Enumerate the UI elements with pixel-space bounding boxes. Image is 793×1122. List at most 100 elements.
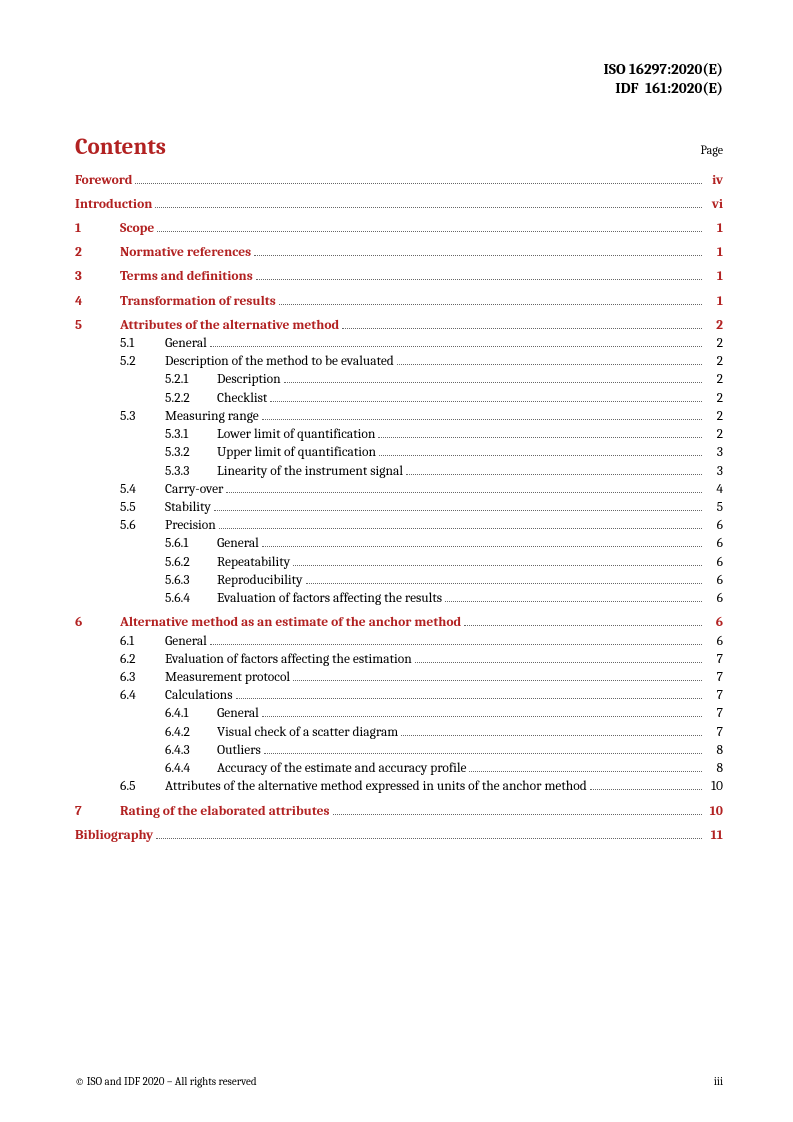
toc-entry: 5.1General 2 (75, 335, 723, 353)
toc-page: 1 (705, 220, 723, 238)
toc-subsection-number: 6.4 (120, 687, 165, 705)
toc-entry: Forewordiv (75, 172, 723, 190)
toc-entry: 6.4Calculations7 (75, 687, 723, 705)
toc-title: Foreword (75, 172, 132, 190)
toc-subsection-number: 6.1 (120, 633, 165, 651)
toc-entry: 5.2Description of the method to be evalu… (75, 353, 723, 371)
toc-subsection-number: 6.3 (120, 669, 165, 687)
toc-leader (155, 207, 702, 208)
toc-title: Evaluation of factors affecting the esti… (165, 651, 412, 669)
toc-subsection-number: 6.2 (120, 651, 165, 669)
idf-id: IDF 161:2020(E) (75, 79, 723, 98)
toc-title: Evaluation of factors affecting the resu… (217, 590, 442, 608)
toc-subsubsection-number: 5.6.1 (165, 535, 217, 553)
toc-entry: 6.4.4Accuracy of the estimate and accura… (75, 760, 723, 778)
toc-title: Precision (165, 517, 216, 535)
toc-page: 2 (705, 335, 723, 353)
toc-page: 1 (705, 244, 723, 262)
toc-entry: 3Terms and definitions1 (75, 268, 723, 286)
toc-page: 2 (705, 408, 723, 426)
toc-subsection-number: 5.6 (120, 517, 165, 535)
toc-entry: 5.5Stability5 (75, 499, 723, 517)
toc-page: 6 (705, 572, 723, 590)
toc-leader (306, 583, 703, 584)
toc-entry: 5.3.2Upper limit of quantification3 (75, 444, 723, 462)
page-footer: © ISO and IDF 2020 – All rights reserved… (75, 1075, 723, 1088)
toc-subsection-number: 6.5 (120, 778, 165, 796)
toc-leader (406, 474, 702, 475)
toc-entry: 5.4Carry-over 4 (75, 481, 723, 499)
toc-page: 2 (705, 371, 723, 389)
page-label: Page (701, 143, 723, 157)
toc-leader (157, 231, 702, 232)
toc-title: General (165, 335, 207, 353)
toc-title: Carry-over (165, 481, 223, 499)
toc-title: Measurement protocol (165, 669, 290, 687)
toc-title: Bibliography (75, 827, 153, 845)
toc-subsection-number: 5.5 (120, 499, 165, 517)
toc-title: Rating of the elaborated attributes (120, 803, 330, 821)
toc-subsubsection-number: 5.3.3 (165, 463, 217, 481)
toc-title: Attributes of the alternative method exp… (165, 778, 587, 796)
toc-subsubsection-number: 5.2.2 (165, 390, 217, 408)
toc-entry: 5.3Measuring range2 (75, 408, 723, 426)
toc-section-number: 6 (75, 614, 120, 632)
toc-page: 4 (705, 481, 723, 499)
toc-title: Upper limit of quantification (217, 444, 376, 462)
toc-entry: 1Scope1 (75, 220, 723, 238)
toc-title: Linearity of the instrument signal (217, 463, 403, 481)
toc-entry: 4Transformation of results1 (75, 293, 723, 311)
toc-leader (397, 364, 702, 365)
toc-entry: 6.4.3Outliers8 (75, 742, 723, 760)
toc-section-number: 4 (75, 293, 120, 311)
toc-subsection-number: 5.4 (120, 481, 165, 499)
toc-entry: 5.2.1Description2 (75, 371, 723, 389)
toc-entry: 6.4.1General7 (75, 705, 723, 723)
toc-subsubsection-number: 5.6.3 (165, 572, 217, 590)
toc-entry: 6Alternative method as an estimate of th… (75, 614, 723, 632)
toc-leader (219, 528, 702, 529)
toc-leader (210, 346, 702, 347)
toc-subsubsection-number: 6.4.4 (165, 760, 217, 778)
toc-subsubsection-number: 5.3.1 (165, 426, 217, 444)
toc-page: 2 (705, 353, 723, 371)
toc-leader (262, 546, 702, 547)
toc-page: vi (705, 196, 723, 214)
toc-title: Accuracy of the estimate and accuracy pr… (217, 760, 466, 778)
toc-leader (333, 814, 703, 815)
toc-leader (379, 455, 702, 456)
toc-page: 5 (705, 499, 723, 517)
toc-subsubsection-number: 6.4.3 (165, 742, 217, 760)
toc-title: Visual check of a scatter diagram (217, 724, 398, 742)
toc-leader (464, 625, 702, 626)
toc-page: 6 (705, 614, 723, 632)
toc-leader (214, 510, 702, 511)
toc-entry: 5.3.3Linearity of the instrument signal 3 (75, 463, 723, 481)
toc-leader (210, 644, 702, 645)
toc-leader (262, 419, 702, 420)
toc-title: Scope (120, 220, 154, 238)
toc-subsection-number: 5.1 (120, 335, 165, 353)
toc-entry: 6.4.2Visual check of a scatter diagram7 (75, 724, 723, 742)
toc-page: 7 (705, 651, 723, 669)
toc-page: 2 (705, 317, 723, 335)
contents-title: Contents (75, 133, 166, 160)
toc-title: Measuring range (165, 408, 259, 426)
toc-subsubsection-number: 5.6.4 (165, 590, 217, 608)
toc-leader (378, 437, 702, 438)
toc-page: 6 (705, 590, 723, 608)
toc-section-number: 3 (75, 268, 120, 286)
toc-leader (226, 492, 702, 493)
toc-subsubsection-number: 6.4.2 (165, 724, 217, 742)
toc-leader (445, 601, 702, 602)
toc-page: 8 (705, 742, 723, 760)
toc-leader (279, 304, 702, 305)
toc-entry: 7Rating of the elaborated attributes10 (75, 803, 723, 821)
toc-page: 10 (705, 778, 723, 796)
toc-title: Terms and definitions (120, 268, 253, 286)
copyright-text: © ISO and IDF 2020 – All rights reserved (75, 1075, 257, 1088)
toc-page: 3 (705, 463, 723, 481)
toc-title: Description (217, 371, 281, 389)
toc-title: Attributes of the alternative method (120, 317, 339, 335)
toc-leader (342, 328, 702, 329)
